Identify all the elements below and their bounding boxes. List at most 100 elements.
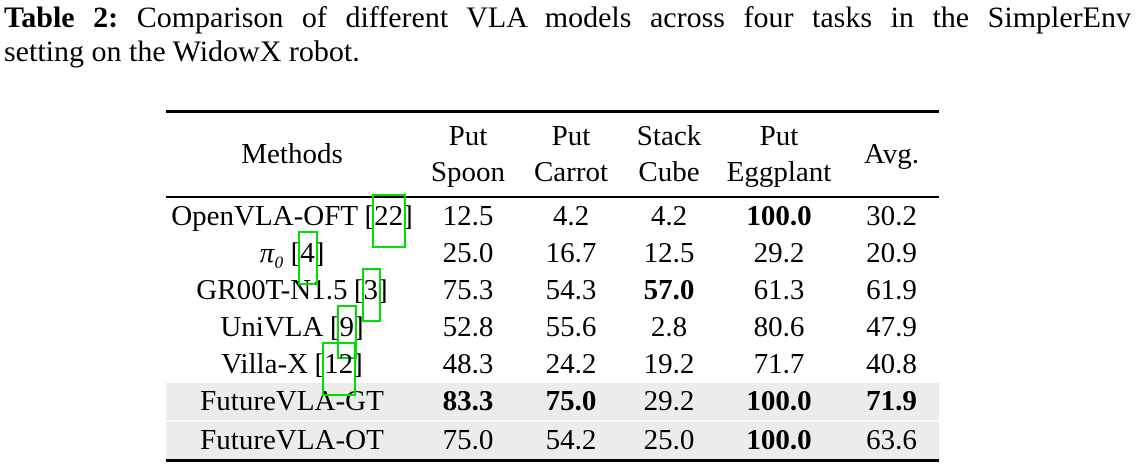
value-cell: 63.6: [844, 419, 939, 460]
citation-link[interactable]: [12]: [314, 341, 363, 396]
bracket-close: ]: [353, 310, 364, 343]
value-cell: 100.0: [714, 419, 844, 460]
citation-link[interactable]: [22]: [364, 193, 413, 248]
value-cell: 100.0: [746, 199, 812, 232]
header-line: Carrot: [533, 156, 609, 189]
citation-link[interactable]: [9]: [329, 304, 364, 359]
citation-number: 3: [361, 267, 381, 322]
bracket-open: [: [329, 310, 340, 343]
bracket-close: ]: [314, 236, 325, 269]
header-row: Methods Put Spoon Put Carrot Stack Cube …: [166, 111, 939, 198]
header-line: Put: [759, 120, 799, 153]
col-header-methods: Methods: [166, 111, 418, 198]
caption-line-2: setting on the WidowX robot.: [4, 35, 360, 68]
caption-text: Comparison of different VLA models acros…: [136, 1, 1131, 34]
citation-number: 12: [322, 341, 357, 396]
value-cell: 16.7: [545, 236, 597, 269]
col-header-put-eggplant: Put Eggplant: [714, 111, 844, 198]
citation-number: 22: [372, 193, 407, 248]
value-cell: 83.3: [418, 382, 518, 421]
method-name: GR00T-N1.5: [196, 273, 348, 306]
method-name: π₀: [259, 236, 285, 269]
value-cell: 57.0: [643, 273, 695, 306]
citation-link[interactable]: [4]: [290, 230, 325, 285]
col-header-stack-cube: Stack Cube: [624, 111, 714, 198]
value-cell: 12.5: [442, 199, 494, 232]
value-cell: 75.3: [442, 273, 494, 306]
method-cell: GR00T-N1.5 [3]: [166, 267, 418, 322]
method-cell: OpenVLA-OFT [22]: [166, 193, 418, 248]
value-cell: 100.0: [714, 382, 844, 421]
table-row-openvla-oft: OpenVLA-OFT [22] 12.5 4.2 4.2 100.0 30.2: [166, 193, 939, 248]
citation-number: 4: [298, 230, 318, 285]
value-cell: 19.2: [643, 347, 695, 380]
value-cell: 47.9: [866, 310, 917, 343]
header-line: Eggplant: [726, 156, 832, 189]
col-header-put-spoon: Put Spoon: [418, 111, 518, 198]
value-cell: 24.2: [545, 347, 597, 380]
header-line: Put: [448, 120, 488, 153]
header-label: Avg.: [863, 138, 920, 171]
method-cell: FutureVLA-GT: [166, 382, 418, 421]
value-cell: 25.0: [624, 419, 714, 460]
value-cell: 61.9: [866, 273, 917, 306]
citation-link[interactable]: [3]: [353, 267, 388, 322]
value-cell: 71.7: [753, 347, 805, 380]
header-line: Put: [551, 120, 591, 153]
value-cell: 4.2: [650, 199, 688, 232]
bracket-open: [: [314, 347, 325, 380]
table-row-futurevla-ot: FutureVLA-OT 75.0 54.2 25.0 100.0 63.6: [166, 419, 939, 460]
bracket-close: ]: [353, 347, 363, 380]
table-row-gr00t-n15: GR00T-N1.5 [3] 75.3 54.3 57.0 61.3 61.9: [166, 267, 939, 322]
method-name: FutureVLA-GT: [200, 384, 384, 417]
bracket-close: ]: [378, 273, 388, 306]
table-caption: Table 2: Comparison of different VLA mod…: [4, 1, 1131, 69]
method-cell: FutureVLA-OT: [166, 419, 418, 460]
method-name: UniVLA: [220, 310, 324, 343]
value-cell: 20.9: [866, 236, 917, 269]
bracket-open: [: [353, 273, 364, 306]
value-cell: 2.8: [650, 310, 688, 343]
value-cell: 48.3: [442, 347, 494, 380]
value-cell: 12.5: [643, 236, 695, 269]
table-row-pi0: π₀ [4] 25.0 16.7 12.5 29.2 20.9: [166, 230, 939, 285]
header-label: Methods: [241, 138, 343, 171]
table-row-univla: UniVLA [9] 52.8 55.6 2.8 80.6 47.9: [166, 304, 939, 359]
value-cell: 30.2: [866, 199, 917, 232]
value-cell: 54.2: [518, 419, 624, 460]
value-cell: 25.0: [442, 236, 494, 269]
method-name: OpenVLA-OFT: [171, 199, 359, 232]
value-cell: 61.3: [753, 273, 805, 306]
value-cell: 29.2: [624, 382, 714, 421]
value-cell: 29.2: [753, 236, 805, 269]
value-cell: 75.0: [518, 382, 624, 421]
header-line: Cube: [638, 156, 700, 189]
value-cell: 71.9: [844, 382, 939, 421]
value-cell: 4.2: [552, 199, 590, 232]
value-cell: 54.3: [545, 273, 597, 306]
citation-number: 9: [337, 304, 357, 359]
header-line: Stack: [636, 120, 702, 153]
bracket-open: [: [364, 199, 375, 232]
bracket-open: [: [290, 236, 301, 269]
col-header-put-carrot: Put Carrot: [518, 111, 624, 198]
value-cell: 80.6: [753, 310, 805, 343]
caption-line-1: Table 2: Comparison of different VLA mod…: [4, 1, 1131, 35]
table-row-villa-x: Villa-X [12] 48.3 24.2 19.2 71.7 40.8: [166, 341, 939, 396]
value-cell: 75.0: [418, 419, 518, 460]
value-cell: 55.6: [545, 310, 597, 343]
method-cell: π₀ [4]: [166, 230, 418, 285]
results-table: Methods Put Spoon Put Carrot Stack Cube …: [166, 110, 939, 462]
caption-label: Table 2:: [4, 1, 119, 34]
method-name: Villa-X: [221, 347, 309, 380]
results-table-container: Methods Put Spoon Put Carrot Stack Cube …: [166, 110, 939, 462]
value-cell: 52.8: [442, 310, 494, 343]
bracket-close: ]: [403, 199, 413, 232]
method-cell: Villa-X [12]: [166, 341, 418, 396]
table-row-futurevla-gt: FutureVLA-GT 83.3 75.0 29.2 100.0 71.9: [166, 382, 939, 421]
header-line: Spoon: [430, 156, 506, 189]
value-cell: 40.8: [866, 347, 917, 380]
method-name: FutureVLA-OT: [200, 423, 384, 456]
col-header-avg: Avg.: [844, 111, 939, 198]
method-cell: UniVLA [9]: [166, 304, 418, 359]
